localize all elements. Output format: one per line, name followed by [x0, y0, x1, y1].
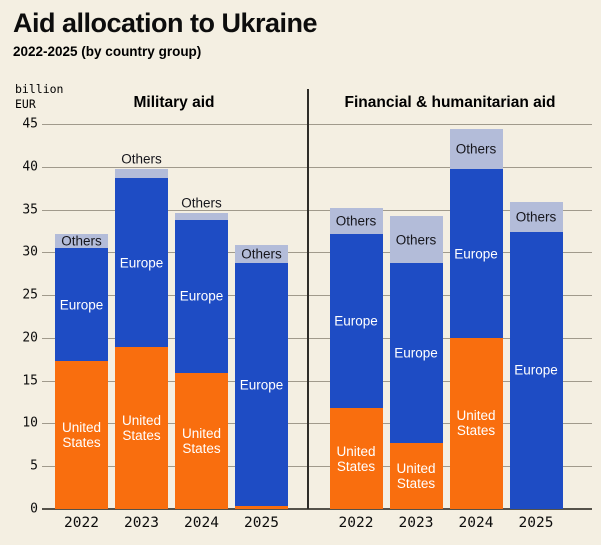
bar-segment-united-states-2025 — [235, 506, 288, 509]
gridline — [42, 337, 592, 339]
segment-label-others-2023: Others — [395, 232, 437, 247]
segment-label-europe-2024: Europe — [179, 288, 224, 304]
gridline — [42, 380, 592, 382]
x-axis-baseline — [42, 508, 592, 510]
segment-label-europe-2022: Europe — [334, 313, 378, 329]
segment-label-europe-2022: Europe — [59, 297, 104, 313]
bar-segment-others-2024 — [175, 212, 228, 220]
gridline — [42, 423, 592, 425]
y-tick-label: 25 — [22, 287, 38, 303]
y-tick-label: 15 — [22, 373, 38, 389]
bar-segment-europe-2022 — [329, 234, 383, 409]
bar-segment-others-2022 — [55, 233, 108, 249]
segment-label-united-states-2024: United States — [181, 425, 222, 456]
bar-segment-others-2024 — [449, 129, 503, 170]
y-tick-label: 0 — [30, 501, 38, 517]
bar-segment-others-2023 — [115, 169, 168, 178]
segment-label-europe-2025: Europe — [239, 377, 284, 393]
bar-segment-others-2025 — [235, 244, 288, 264]
bar-segment-europe-2022 — [55, 248, 108, 361]
bar-segment-europe-2025 — [509, 231, 563, 509]
y-tick-label: 40 — [22, 159, 38, 175]
x-tick-label-2023: 2023 — [398, 515, 434, 531]
y-tick-label: 10 — [22, 415, 38, 431]
y-tick-label: 20 — [22, 330, 38, 346]
bar-segment-united-states-2023 — [389, 443, 443, 509]
segment-label-united-states-2022: United States — [336, 443, 376, 474]
gridline — [42, 295, 592, 297]
bar-segment-europe-2023 — [389, 262, 443, 444]
y-axis-unit-label: billion EUR — [15, 82, 64, 111]
bar-segment-united-states-2022 — [55, 360, 108, 509]
segment-label-others-2023: Others — [121, 151, 162, 167]
segment-label-others-2025: Others — [241, 246, 282, 262]
gridline — [42, 466, 592, 468]
gridline — [42, 166, 592, 168]
x-tick-label-2025: 2025 — [518, 515, 554, 531]
bar-segment-europe-2025 — [235, 263, 288, 507]
x-tick-label-2022: 2022 — [338, 515, 374, 531]
x-tick-label-2022: 2022 — [64, 515, 99, 531]
bar-segment-united-states-2024 — [175, 372, 228, 509]
panel-title-financial-humanitarian-aid: Financial & humanitarian aid — [344, 94, 556, 111]
x-tick-label-2024: 2024 — [184, 515, 219, 531]
bar-segment-united-states-2023 — [115, 347, 168, 509]
y-tick-label: 45 — [22, 116, 38, 132]
segment-label-europe-2024: Europe — [454, 246, 498, 262]
bar-segment-others-2025 — [509, 201, 563, 232]
segment-label-europe-2023: Europe — [119, 255, 164, 271]
gridline — [42, 124, 592, 125]
bar-segment-united-states-2022 — [329, 408, 383, 509]
segment-label-united-states-2023: United States — [121, 413, 162, 444]
page-subtitle: 2022-2025 (by country group) — [13, 44, 202, 59]
bar-segment-united-states-2024 — [449, 337, 503, 509]
x-tick-label-2023: 2023 — [124, 515, 159, 531]
segment-label-united-states-2023: United States — [396, 461, 436, 492]
segment-label-united-states-2024: United States — [456, 408, 496, 439]
bar-segment-europe-2024 — [449, 169, 503, 338]
x-tick-label-2025: 2025 — [244, 515, 279, 531]
segment-label-others-2024: Others — [455, 141, 497, 157]
bar-segment-europe-2023 — [115, 177, 168, 348]
panel-title-military-aid: Military aid — [133, 94, 215, 111]
segment-label-others-2022: Others — [335, 213, 377, 229]
y-tick-label: 35 — [22, 202, 38, 218]
y-tick-label: 5 — [30, 458, 38, 474]
segment-label-europe-2025: Europe — [514, 362, 558, 378]
segment-label-europe-2023: Europe — [394, 345, 438, 361]
panel-divider — [307, 89, 309, 509]
segment-label-united-states-2022: United States — [61, 419, 102, 450]
segment-label-others-2022: Others — [61, 233, 102, 249]
page-title: Aid allocation to Ukraine — [13, 8, 318, 38]
bar-segment-others-2022 — [329, 207, 383, 235]
segment-label-others-2024: Others — [181, 195, 222, 211]
x-tick-label-2024: 2024 — [458, 515, 494, 531]
bar-segment-europe-2024 — [175, 219, 228, 373]
gridline — [42, 209, 592, 211]
bar-segment-others-2023 — [389, 216, 443, 263]
gridline — [42, 252, 592, 254]
y-tick-label: 30 — [22, 244, 38, 260]
segment-label-others-2025: Others — [515, 209, 557, 225]
